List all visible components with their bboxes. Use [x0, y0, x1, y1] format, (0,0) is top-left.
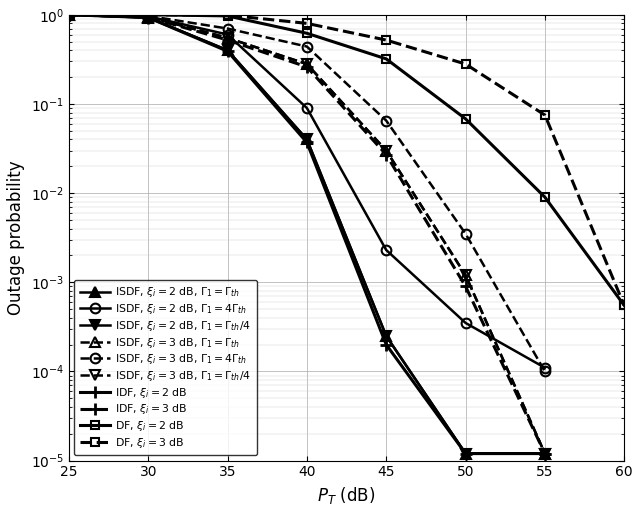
ISDF, $\xi_i = 3$ dB, $\Gamma_1 = \Gamma_{th}/4$ [541, 450, 548, 457]
IDF, $\xi_i = 2$ dB [65, 12, 73, 18]
ISDF, $\xi_i = 3$ dB, $\Gamma_1 = \Gamma_{th}/4$ [461, 272, 469, 278]
ISDF, $\xi_i = 3$ dB, $\Gamma_1 = \Gamma_{th}/4$ [382, 147, 390, 153]
Line: ISDF, $\xi_i = 3$ dB, $\Gamma_1 = \Gamma_{th}$: ISDF, $\xi_i = 3$ dB, $\Gamma_1 = \Gamma… [64, 10, 550, 459]
ISDF, $\xi_i = 2$ dB, $\Gamma_1 = 4\Gamma_{th}$ [65, 12, 73, 18]
Y-axis label: Outage probability: Outage probability [7, 161, 25, 315]
DF, $\xi_i = 2$ dB [620, 302, 628, 308]
ISDF, $\xi_i = 2$ dB, $\Gamma_1 = 4\Gamma_{th}$ [541, 365, 548, 371]
ISDF, $\xi_i = 3$ dB, $\Gamma_1 = 4\Gamma_{th}$ [541, 368, 548, 374]
Line: ISDF, $\xi_i = 3$ dB, $\Gamma_1 = \Gamma_{th}/4$: ISDF, $\xi_i = 3$ dB, $\Gamma_1 = \Gamma… [64, 10, 550, 459]
ISDF, $\xi_i = 3$ dB, $\Gamma_1 = \Gamma_{th}/4$ [145, 14, 152, 20]
DF, $\xi_i = 3$ dB [303, 21, 310, 27]
DF, $\xi_i = 2$ dB [541, 194, 548, 200]
ISDF, $\xi_i = 3$ dB, $\Gamma_1 = \Gamma_{th}$ [382, 147, 390, 153]
ISDF, $\xi_i = 2$ dB, $\Gamma_1 = 4\Gamma_{th}$ [461, 320, 469, 326]
ISDF, $\xi_i = 3$ dB, $\Gamma_1 = \Gamma_{th}$ [65, 12, 73, 18]
DF, $\xi_i = 3$ dB [382, 37, 390, 43]
ISDF, $\xi_i = 3$ dB, $\Gamma_1 = 4\Gamma_{th}$ [461, 231, 469, 237]
Line: ISDF, $\xi_i = 2$ dB, $\Gamma_1 = 4\Gamma_{th}$: ISDF, $\xi_i = 2$ dB, $\Gamma_1 = 4\Gamm… [64, 10, 550, 372]
IDF, $\xi_i = 3$ dB [461, 283, 469, 289]
DF, $\xi_i = 2$ dB [382, 56, 390, 62]
IDF, $\xi_i = 3$ dB [541, 450, 548, 457]
ISDF, $\xi_i = 2$ dB, $\Gamma_1 = \Gamma_{th}/4$ [382, 333, 390, 339]
ISDF, $\xi_i = 3$ dB, $\Gamma_1 = \Gamma_{th}/4$ [303, 61, 310, 67]
ISDF, $\xi_i = 3$ dB, $\Gamma_1 = \Gamma_{th}$ [224, 35, 232, 41]
ISDF, $\xi_i = 3$ dB, $\Gamma_1 = 4\Gamma_{th}$ [65, 12, 73, 18]
ISDF, $\xi_i = 2$ dB, $\Gamma_1 = \Gamma_{th}/4$ [65, 12, 73, 18]
ISDF, $\xi_i = 3$ dB, $\Gamma_1 = \Gamma_{th}$ [461, 272, 469, 278]
ISDF, $\xi_i = 3$ dB, $\Gamma_1 = \Gamma_{th}/4$ [65, 12, 73, 18]
DF, $\xi_i = 2$ dB [303, 30, 310, 36]
ISDF, $\xi_i = 3$ dB, $\Gamma_1 = \Gamma_{th}$ [541, 450, 548, 457]
X-axis label: $P_T$ (dB): $P_T$ (dB) [317, 485, 376, 506]
Line: DF, $\xi_i = 3$ dB: DF, $\xi_i = 3$ dB [65, 11, 628, 310]
ISDF, $\xi_i = 2$ dB, $\Gamma_1 = \Gamma_{th}$ [382, 333, 390, 339]
IDF, $\xi_i = 3$ dB [224, 37, 232, 43]
IDF, $\xi_i = 2$ dB [382, 342, 390, 348]
ISDF, $\xi_i = 2$ dB, $\Gamma_1 = \Gamma_{th}$ [461, 450, 469, 457]
ISDF, $\xi_i = 2$ dB, $\Gamma_1 = 4\Gamma_{th}$ [145, 13, 152, 19]
ISDF, $\xi_i = 2$ dB, $\Gamma_1 = 4\Gamma_{th}$ [303, 105, 310, 111]
IDF, $\xi_i = 2$ dB [145, 14, 152, 21]
ISDF, $\xi_i = 2$ dB, $\Gamma_1 = 4\Gamma_{th}$ [382, 247, 390, 253]
DF, $\xi_i = 3$ dB [145, 12, 152, 18]
ISDF, $\xi_i = 2$ dB, $\Gamma_1 = \Gamma_{th}$ [145, 14, 152, 21]
Legend: ISDF, $\xi_i = 2$ dB, $\Gamma_1 = \Gamma_{th}$, ISDF, $\xi_i = 2$ dB, $\Gamma_1 : ISDF, $\xi_i = 2$ dB, $\Gamma_1 = \Gamma… [74, 280, 257, 455]
IDF, $\xi_i = 2$ dB [541, 450, 548, 457]
Line: ISDF, $\xi_i = 2$ dB, $\Gamma_1 = \Gamma_{th}$: ISDF, $\xi_i = 2$ dB, $\Gamma_1 = \Gamma… [64, 10, 550, 459]
DF, $\xi_i = 2$ dB [145, 12, 152, 18]
IDF, $\xi_i = 3$ dB [382, 151, 390, 157]
IDF, $\xi_i = 2$ dB [461, 450, 469, 457]
Line: IDF, $\xi_i = 2$ dB: IDF, $\xi_i = 2$ dB [63, 9, 551, 460]
Line: DF, $\xi_i = 2$ dB: DF, $\xi_i = 2$ dB [65, 11, 628, 310]
ISDF, $\xi_i = 3$ dB, $\Gamma_1 = 4\Gamma_{th}$ [382, 117, 390, 124]
ISDF, $\xi_i = 2$ dB, $\Gamma_1 = 4\Gamma_{th}$ [224, 31, 232, 37]
DF, $\xi_i = 3$ dB [541, 112, 548, 118]
ISDF, $\xi_i = 2$ dB, $\Gamma_1 = \Gamma_{th}$ [541, 450, 548, 457]
ISDF, $\xi_i = 3$ dB, $\Gamma_1 = 4\Gamma_{th}$ [224, 26, 232, 32]
ISDF, $\xi_i = 2$ dB, $\Gamma_1 = \Gamma_{th}$ [224, 47, 232, 53]
Line: ISDF, $\xi_i = 2$ dB, $\Gamma_1 = \Gamma_{th}/4$: ISDF, $\xi_i = 2$ dB, $\Gamma_1 = \Gamma… [64, 10, 550, 459]
ISDF, $\xi_i = 2$ dB, $\Gamma_1 = \Gamma_{th}/4$ [145, 14, 152, 21]
IDF, $\xi_i = 3$ dB [303, 64, 310, 70]
ISDF, $\xi_i = 2$ dB, $\Gamma_1 = \Gamma_{th}$ [65, 12, 73, 18]
IDF, $\xi_i = 2$ dB [303, 140, 310, 146]
DF, $\xi_i = 3$ dB [461, 61, 469, 67]
ISDF, $\xi_i = 3$ dB, $\Gamma_1 = 4\Gamma_{th}$ [303, 44, 310, 50]
ISDF, $\xi_i = 2$ dB, $\Gamma_1 = \Gamma_{th}/4$ [224, 47, 232, 53]
IDF, $\xi_i = 3$ dB [145, 14, 152, 20]
ISDF, $\xi_i = 3$ dB, $\Gamma_1 = \Gamma_{th}/4$ [224, 35, 232, 41]
DF, $\xi_i = 3$ dB [65, 12, 73, 18]
ISDF, $\xi_i = 2$ dB, $\Gamma_1 = \Gamma_{th}/4$ [541, 450, 548, 457]
ISDF, $\xi_i = 2$ dB, $\Gamma_1 = \Gamma_{th}/4$ [461, 450, 469, 457]
ISDF, $\xi_i = 3$ dB, $\Gamma_1 = \Gamma_{th}$ [145, 14, 152, 20]
DF, $\xi_i = 3$ dB [224, 12, 232, 18]
DF, $\xi_i = 3$ dB [620, 302, 628, 308]
ISDF, $\xi_i = 2$ dB, $\Gamma_1 = \Gamma_{th}$ [303, 136, 310, 143]
ISDF, $\xi_i = 2$ dB, $\Gamma_1 = \Gamma_{th}/4$ [303, 136, 310, 143]
DF, $\xi_i = 2$ dB [224, 13, 232, 19]
Line: ISDF, $\xi_i = 3$ dB, $\Gamma_1 = 4\Gamma_{th}$: ISDF, $\xi_i = 3$ dB, $\Gamma_1 = 4\Gamm… [64, 10, 550, 377]
DF, $\xi_i = 2$ dB [65, 12, 73, 18]
ISDF, $\xi_i = 3$ dB, $\Gamma_1 = \Gamma_{th}$ [303, 61, 310, 67]
ISDF, $\xi_i = 3$ dB, $\Gamma_1 = 4\Gamma_{th}$ [145, 13, 152, 19]
IDF, $\xi_i = 3$ dB [65, 12, 73, 18]
IDF, $\xi_i = 2$ dB [224, 48, 232, 54]
Line: IDF, $\xi_i = 3$ dB: IDF, $\xi_i = 3$ dB [63, 9, 551, 460]
DF, $\xi_i = 2$ dB [461, 116, 469, 122]
